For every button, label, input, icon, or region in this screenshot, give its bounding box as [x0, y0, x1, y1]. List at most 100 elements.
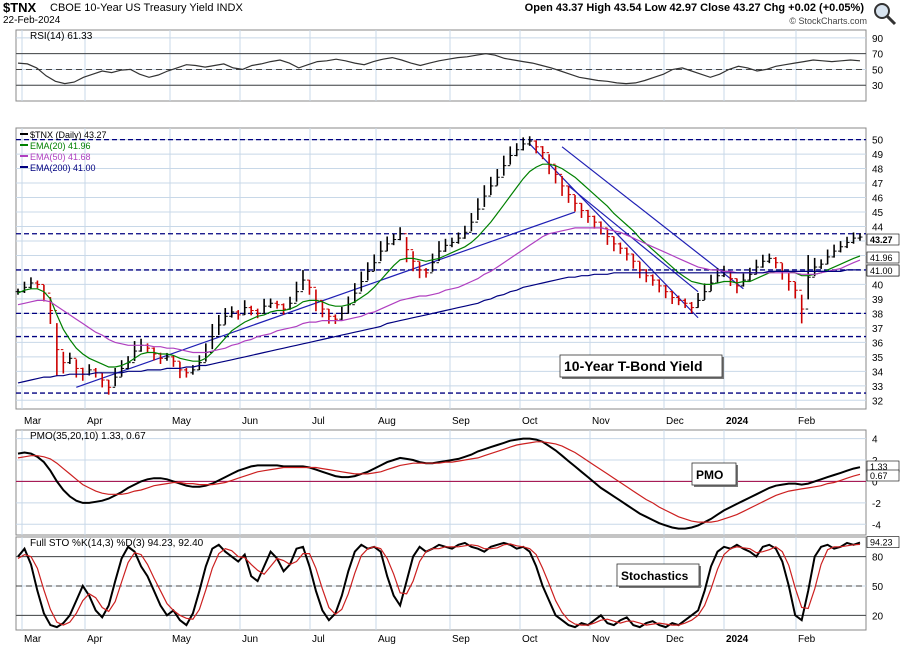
- rsi-panel-frame: [15, 29, 867, 102]
- x-axis-label-bottom: 2024: [726, 634, 749, 645]
- legend-label: EMA(20) 41.96: [30, 141, 91, 151]
- x-axis-label-mid: Jul: [312, 416, 325, 427]
- x-axis-label-mid: Jun: [242, 416, 258, 427]
- x-axis-label-bottom: Jul: [312, 634, 325, 645]
- y-tick-label: 34: [872, 367, 884, 378]
- y-tick-label: 50: [872, 136, 884, 147]
- last-value-badge: [866, 251, 900, 264]
- trendline: [76, 211, 576, 388]
- y-tick-label: 46: [872, 194, 884, 205]
- last-value-badge: [866, 469, 900, 482]
- y-tick-label: 33: [872, 382, 884, 393]
- y-tick-label: 36: [872, 338, 884, 349]
- y-tick-label: -4: [872, 520, 881, 531]
- price-panel-frame: [15, 127, 867, 410]
- y-tick-label: 40: [872, 280, 884, 291]
- series-line-pmo: [17, 437, 861, 530]
- series-line-k: [17, 541, 861, 629]
- last-value-badge: [866, 233, 900, 246]
- annotation-box: [616, 563, 700, 587]
- last-value-text: 0.67: [870, 471, 888, 481]
- y-tick-label: 45: [872, 208, 884, 219]
- y-tick-label: 38: [872, 309, 884, 320]
- x-axis-label-mid: Nov: [592, 416, 610, 427]
- x-axis-label-bottom: Apr: [87, 634, 103, 645]
- rsi-label: RSI(14) 61.33: [30, 31, 93, 42]
- last-value-text: 43.27: [870, 235, 893, 245]
- annotation-box: [691, 462, 737, 486]
- y-tick-label: 32: [872, 396, 884, 407]
- stochastics-panel-frame: [15, 536, 867, 631]
- x-axis-label-bottom: Sep: [452, 634, 470, 645]
- y-tick-label: 39: [872, 295, 884, 306]
- symbol-label: $TNX: [3, 0, 37, 15]
- x-axis-label-mid: Aug: [378, 416, 396, 427]
- x-axis-label-bottom: Mar: [24, 634, 42, 645]
- y-tick-label: 50: [872, 65, 884, 76]
- last-value-badge: [866, 264, 900, 277]
- ohlc-readout: Open 43.37 High 43.54 Low 42.97 Close 43…: [524, 2, 864, 14]
- last-value-text: 1.33: [870, 462, 888, 472]
- y-axis-ticks: 9070503050494847464544434241403938373635…: [866, 34, 900, 622]
- stochastics-label: Full STO %K(14,3) %D(3) 94.23, 92.40: [30, 538, 204, 549]
- last-value-text: 41.96: [870, 253, 893, 263]
- x-axis-label-bottom: Jun: [242, 634, 258, 645]
- y-tick-label: 80: [872, 553, 884, 564]
- x-axis-label-mid: May: [172, 416, 191, 427]
- legend-label: EMA(200) 41.00: [30, 163, 96, 173]
- x-axis-label-bottom: Oct: [522, 634, 538, 645]
- x-axis-label-mid: Mar: [24, 416, 42, 427]
- annotation-box: [559, 354, 723, 378]
- magnifier-icon[interactable]: [872, 1, 898, 27]
- trendline: [561, 146, 744, 290]
- y-tick-label: 30: [872, 81, 884, 92]
- series-line-signal: [17, 441, 861, 523]
- series-lines: [15, 53, 863, 629]
- y-tick-label: 49: [872, 150, 884, 161]
- x-axis-label-mid: Dec: [666, 416, 684, 427]
- x-axis-label-bottom: May: [172, 634, 191, 645]
- y-tick-label: 48: [872, 165, 884, 176]
- annotation-text: Stochastics: [621, 569, 689, 583]
- y-tick-label: 4: [872, 435, 878, 446]
- x-axis-label-bottom: Aug: [378, 634, 396, 645]
- y-tick-label: 70: [872, 50, 884, 61]
- x-axis-label-bottom: Nov: [592, 634, 610, 645]
- series-line-rsi14: [17, 53, 861, 85]
- symbol-name: CBOE 10-Year US Treasury Yield INDX: [50, 2, 243, 14]
- last-value-text: 94.23: [870, 538, 893, 548]
- y-tick-label: 50: [872, 582, 884, 593]
- x-axis-label-bottom: Dec: [666, 634, 684, 645]
- y-tick-label: 37: [872, 324, 884, 335]
- stockcharts-logo: © StockCharts.com: [789, 16, 867, 26]
- x-axis-label-mid: Sep: [452, 416, 470, 427]
- last-value-badge: [866, 536, 900, 548]
- series-line-d: [17, 543, 861, 626]
- series-line-ema200: [17, 269, 860, 384]
- x-axis-label-mid: Oct: [522, 416, 538, 427]
- x-axis-label-mid: Apr: [87, 416, 103, 427]
- y-tick-label: 44: [872, 222, 884, 233]
- chart-date: 22-Feb-2024: [3, 15, 61, 26]
- pmo-label: PMO(35,20,10) 1.33, 0.67: [30, 431, 146, 442]
- pmo-panel-frame: [15, 429, 867, 536]
- legend-label: EMA(50) 41.68: [30, 152, 91, 162]
- series-line-ema50: [17, 227, 861, 354]
- y-tick-label: 47: [872, 179, 884, 190]
- x-axis-label-bottom: Feb: [798, 634, 816, 645]
- y-tick-label: 35: [872, 353, 884, 364]
- y-tick-label: 0: [872, 477, 878, 488]
- y-tick-label: -2: [872, 499, 881, 510]
- y-tick-label: 90: [872, 34, 884, 45]
- trendline: [568, 185, 699, 293]
- x-axis: Mar Apr May Jun Jul Aug Sep Oct Nov Dec 2024 Feb Mar…: [24, 416, 816, 645]
- series-line-ema20: [17, 163, 861, 368]
- grid-lines: [16, 30, 866, 630]
- y-tick-label: 20: [872, 611, 884, 622]
- x-axis-label-mid: 2024: [726, 416, 749, 427]
- x-axis-label-mid: Feb: [798, 416, 816, 427]
- legend-label: $TNX (Daily) 43.27: [30, 130, 107, 140]
